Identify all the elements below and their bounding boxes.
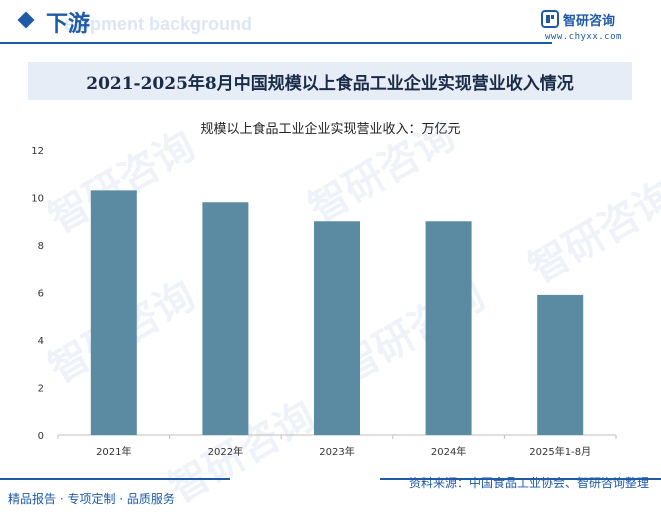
y-tick-label: 8 (38, 241, 44, 252)
y-tick-label: 2 (38, 384, 44, 395)
bar (90, 190, 137, 435)
bar (314, 221, 360, 435)
chart-title: 规模以上食品工业企业实现营业收入：万亿元 (200, 122, 461, 137)
bar (202, 202, 249, 435)
x-tick-label: 2025年1-8月 (529, 445, 591, 458)
x-tick-label: 2024年 (431, 445, 466, 458)
main-title-box: 2021-2025年8月中国规模以上食品工业企业实现营业收入情况 (28, 62, 632, 100)
footer: 精品报告 · 专项定制 · 品质服务 资料来源：中国食品工业协会、智研咨询整理 (0, 476, 661, 513)
y-tick-label: 10 (31, 194, 44, 205)
section-title: 下游 (46, 12, 91, 37)
diamond-icon (17, 11, 35, 29)
y-tick-label: 4 (38, 336, 44, 347)
footer-divider-left (0, 478, 230, 480)
brand-name: 智研咨询 (563, 14, 616, 29)
x-tick-label: 2021年 (96, 445, 131, 458)
header-background-text: elopment background (64, 14, 253, 34)
bar-chart: 0 2 4 6 8 10 12 2021年 2022年 2023年 2024年 2025年1-8月 (31, 146, 617, 458)
y-tick-label: 0 (38, 431, 44, 442)
bar (425, 221, 472, 435)
footer-tagline: 精品报告 · 专项定制 · 品质服务 (8, 492, 175, 506)
brand-url: www.chyxx.com (545, 32, 622, 42)
main-title: 2021-2025年8月中国规模以上食品工业企业实现营业收入情况 (86, 73, 574, 94)
x-tick-label: 2023年 (319, 445, 354, 458)
y-tick-label: 12 (31, 146, 44, 157)
bar (537, 294, 584, 435)
x-tick-label: 2022年 (208, 445, 243, 458)
footer-divider-right (380, 478, 661, 480)
data-source: 资料来源：中国食品工业协会、智研咨询整理 (408, 476, 649, 490)
brand: 智研咨询 www.chyxx.com (541, 8, 651, 44)
header: elopment background 下游 智研咨询 www.chyxx.co… (0, 0, 661, 44)
brand-logo-icon (541, 10, 559, 28)
y-tick-label: 6 (38, 289, 44, 300)
header-divider (0, 42, 552, 44)
